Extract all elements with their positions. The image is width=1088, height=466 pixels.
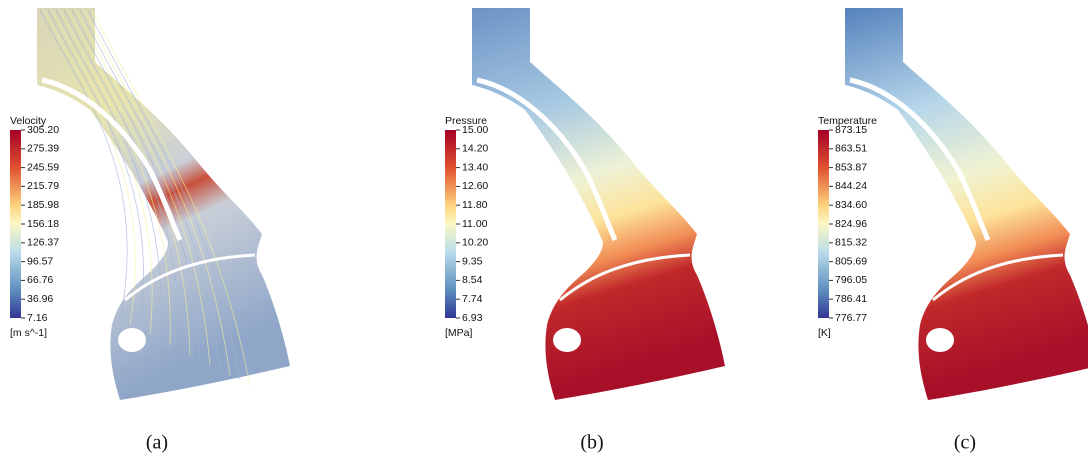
colorbar [445, 130, 456, 318]
colorbar-tick-label: 156.18 [27, 218, 59, 230]
colorbar-tick-label: 10.20 [462, 237, 488, 249]
contour-domain [845, 8, 1088, 400]
panel: Velocity305.20275.39245.59215.79185.9815… [10, 8, 290, 454]
hole [926, 328, 954, 352]
colorbar-tick-label: 844.24 [835, 180, 867, 192]
panel: Temperature873.15863.51853.87844.24834.6… [818, 8, 1088, 454]
colorbar-tick-label: 863.51 [835, 143, 867, 155]
colorbar-tick-label: 9.35 [462, 255, 483, 267]
colorbar-tick-label: 11.80 [462, 199, 488, 211]
colorbar-tick-label: 11.00 [462, 218, 488, 230]
colorbar-tick-label: 6.93 [462, 312, 483, 324]
colorbar-tick-label: 275.39 [27, 143, 59, 155]
colorbar-tick-label: 873.15 [835, 124, 867, 136]
figure: Velocity305.20275.39245.59215.79185.9815… [0, 0, 1088, 466]
panel: Pressure15.0014.2013.4012.6011.8011.0010… [445, 8, 725, 454]
colorbar-tick-label: 776.77 [835, 312, 867, 324]
colorbar-tick-label: 12.60 [462, 180, 488, 192]
colorbar-tick-label: 305.20 [27, 124, 59, 136]
panel-label: (a) [146, 432, 168, 454]
colorbar-tick-label: 13.40 [462, 161, 488, 173]
colorbar-tick-label: 126.37 [27, 237, 59, 249]
panel-label: (c) [954, 432, 976, 454]
colorbar-tick-label: 215.79 [27, 180, 59, 192]
colorbar-tick-label: 15.00 [462, 124, 488, 136]
colorbar-tick-label: 805.69 [835, 255, 867, 267]
colorbar-tick-label: 185.98 [27, 199, 59, 211]
hole [118, 328, 146, 352]
colorbar-tick-label: 245.59 [27, 161, 59, 173]
colorbar-tick-label: 66.76 [27, 274, 53, 286]
colorbar-unit: [m s^-1] [10, 327, 47, 339]
colorbar-tick-label: 796.05 [835, 274, 867, 286]
colorbar-tick-label: 14.20 [462, 143, 488, 155]
colorbar-tick-label: 834.60 [835, 199, 867, 211]
colorbar-tick-label: 786.41 [835, 293, 867, 305]
colorbar-tick-label: 8.54 [462, 274, 483, 286]
colorbar-tick-label: 853.87 [835, 161, 867, 173]
colorbar-tick-label: 815.32 [835, 237, 867, 249]
panel-label: (b) [580, 432, 603, 454]
colorbar-tick-label: 96.57 [27, 255, 53, 267]
colorbar-tick-label: 824.96 [835, 218, 867, 230]
colorbar-tick-label: 36.96 [27, 293, 53, 305]
colorbar-unit: [MPa] [445, 327, 473, 339]
colorbar [818, 130, 829, 318]
hole [553, 328, 581, 352]
colorbar [10, 130, 21, 318]
colorbar-unit: [K] [818, 327, 831, 339]
colorbar-tick-label: 7.16 [27, 312, 48, 324]
colorbar-tick-label: 7.74 [462, 293, 483, 305]
